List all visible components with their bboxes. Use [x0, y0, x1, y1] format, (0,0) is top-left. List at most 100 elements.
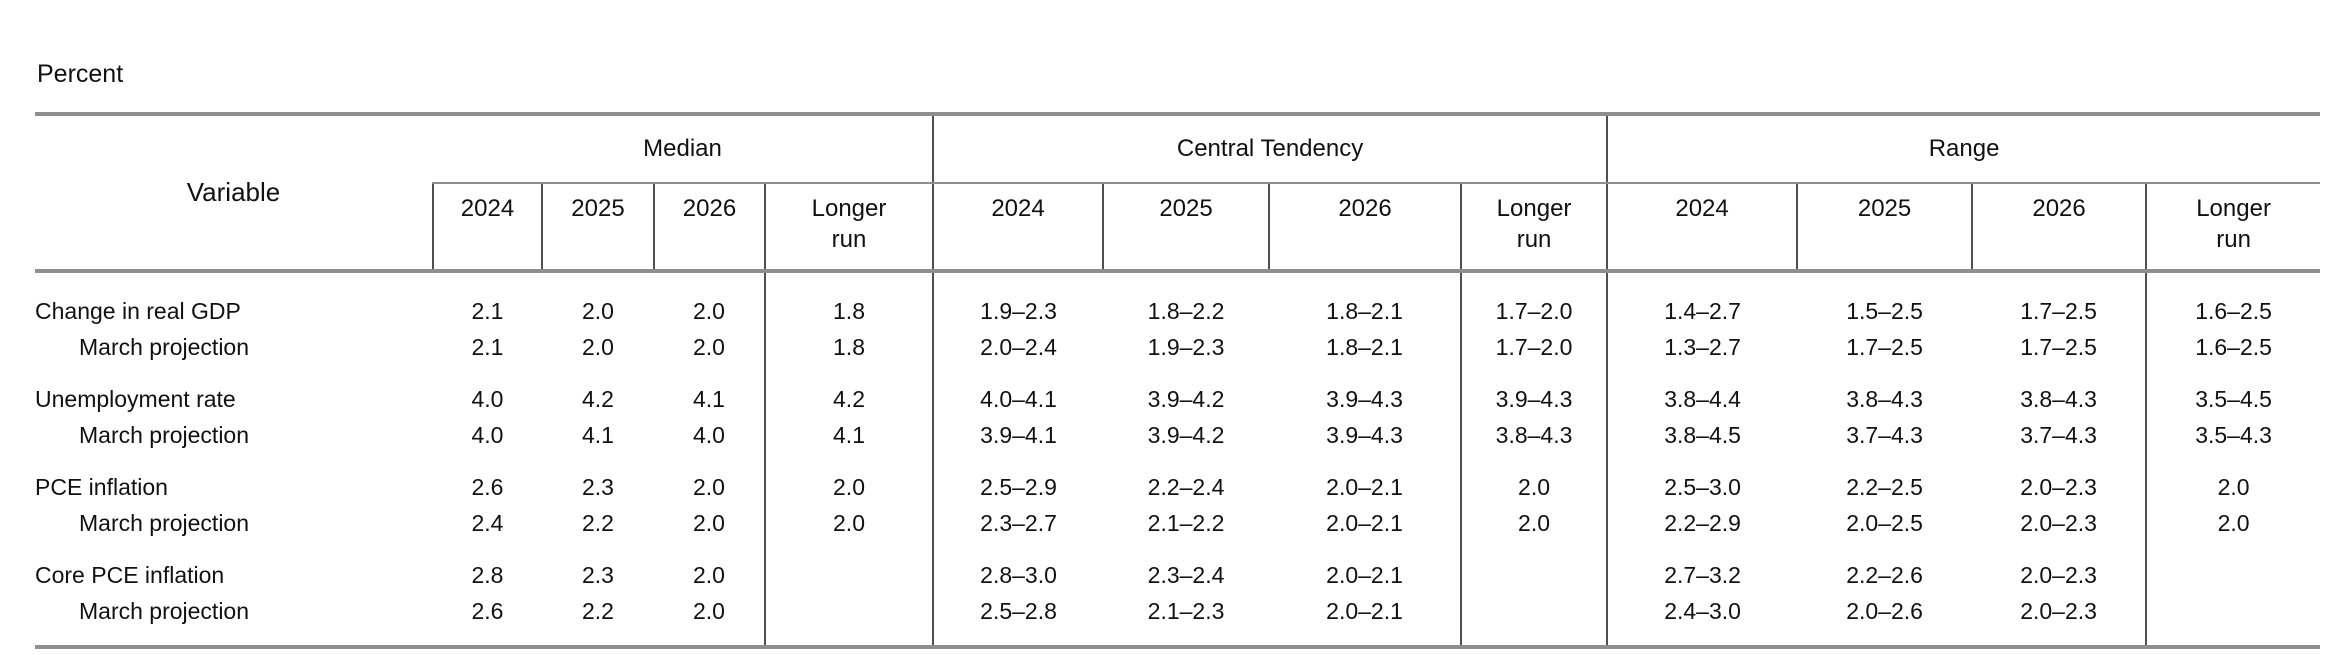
range-value-cell: 3.8–4.3	[1846, 386, 1923, 412]
range-value-cell: 2.0–2.3	[2020, 562, 2097, 588]
year-header-cell: 2026	[1268, 183, 1462, 273]
year-header-cell: 2025	[1796, 183, 1973, 273]
range-value-cell: 2.0–2.3	[2020, 598, 2097, 624]
range-value-cell: 3.7–4.3	[1846, 422, 1923, 448]
central-tendency-longer-run-cell	[1460, 593, 1608, 629]
variable-cell: Core PCE inflation	[35, 562, 225, 588]
central-tendency-value-cell: 3.9–4.3	[1326, 386, 1403, 412]
central-tendency-value-cell: 2.0–2.1	[1326, 562, 1403, 588]
median-longer-run-cell: 1.8	[763, 329, 934, 365]
range-value-cell: 3.7–4.3	[2020, 422, 2097, 448]
central-tendency-value-cell: 2.0–2.1	[1326, 598, 1403, 624]
central-tendency-value-cell: 1.9–2.3	[1147, 334, 1225, 360]
median-value-cell: 2.2	[582, 598, 614, 624]
range-longer-run-cell: 2.0	[2145, 505, 2321, 541]
range-value-cell: 2.0–2.3	[2020, 510, 2097, 536]
year-header-cell: 2026	[653, 183, 765, 273]
longer-run-label: Longer run	[811, 195, 887, 253]
year-header-cell: 2024	[932, 183, 1104, 273]
median-value-cell: 2.0	[693, 598, 725, 624]
central-tendency-longer-run-cell: 3.8–4.3	[1460, 417, 1608, 453]
longer-run-label: Longer run	[1496, 195, 1572, 253]
year-header-cell: 2025	[1102, 183, 1270, 273]
year-header-cell-longer-run: Longer run	[763, 183, 934, 273]
range-longer-run-cell: 1.6–2.5	[2145, 293, 2321, 329]
central-tendency-value-cell: 2.3–2.4	[1147, 562, 1225, 588]
table-row-core-pce-inflation: Core PCE inflation 2.8 2.3 2.0 2.8–3.0 2…	[35, 557, 2321, 593]
median-value-cell: 2.0	[693, 334, 725, 360]
table-row-march-projection: March projection 4.0 4.1 4.0 4.1 3.9–4.1…	[35, 417, 2321, 453]
variable-cell: Change in real GDP	[35, 298, 241, 324]
central-tendency-value-cell: 2.0–2.4	[932, 329, 1104, 365]
central-tendency-value-cell: 3.9–4.1	[932, 417, 1104, 453]
group-header-central-tendency: Central Tendency	[932, 112, 1608, 184]
range-value-cell: 1.7–2.5	[2020, 334, 2097, 360]
median-longer-run-cell	[763, 593, 934, 629]
table-row-unemployment-rate: Unemployment rate 4.0 4.2 4.1 4.2 4.0–4.…	[35, 381, 2321, 417]
range-value-cell: 2.7–3.2	[1606, 557, 1798, 593]
table-row-march-projection: March projection 2.4 2.2 2.0 2.0 2.3–2.7…	[35, 505, 2321, 541]
central-tendency-value-cell: 1.8–2.1	[1326, 298, 1403, 324]
range-value-cell: 3.8–4.4	[1606, 381, 1798, 417]
median-longer-run-cell	[763, 557, 934, 593]
central-tendency-value-cell: 2.8–3.0	[932, 557, 1104, 593]
group-header-row: Variable Median Central Tendency Range	[35, 112, 2321, 273]
median-longer-run-cell: 1.8	[763, 293, 934, 329]
variable-cell: March projection	[79, 422, 250, 448]
central-tendency-value-cell: 2.0–2.1	[1326, 474, 1403, 500]
central-tendency-value-cell: 1.9–2.3	[932, 293, 1104, 329]
range-value-cell: 2.2–2.6	[1846, 562, 1923, 588]
year-header-cell-longer-run: Longer run	[1460, 183, 1608, 273]
central-tendency-value-cell: 2.1–2.3	[1147, 598, 1225, 624]
median-value-cell: 4.0	[471, 386, 504, 412]
central-tendency-longer-run-cell: 1.7–2.0	[1460, 293, 1608, 329]
median-value-cell: 4.0	[471, 422, 504, 448]
variable-cell: Unemployment rate	[35, 386, 236, 412]
range-value-cell: 2.0–2.6	[1846, 598, 1923, 624]
range-value-cell: 1.7–2.5	[1846, 334, 1923, 360]
range-value-cell: 2.2–2.9	[1606, 505, 1798, 541]
central-tendency-value-cell: 3.9–4.2	[1147, 422, 1225, 448]
median-value-cell: 2.0	[582, 334, 614, 360]
median-value-cell: 2.1	[471, 334, 504, 360]
range-value-cell: 2.4–3.0	[1606, 593, 1798, 629]
year-header-cell: 2025	[541, 183, 654, 273]
median-value-cell: 2.2	[582, 510, 614, 536]
variable-cell: March projection	[79, 510, 250, 536]
central-tendency-value-cell: 1.8–2.1	[1326, 334, 1403, 360]
range-longer-run-cell: 3.5–4.5	[2145, 381, 2321, 417]
range-value-cell: 3.8–4.5	[1606, 417, 1798, 453]
spacer-row	[35, 453, 2321, 469]
range-value-cell: 2.0–2.5	[1846, 510, 1923, 536]
central-tendency-value-cell: 2.1–2.2	[1147, 510, 1225, 536]
median-value-cell: 4.2	[582, 386, 614, 412]
year-header-cell: 2024	[1606, 183, 1798, 273]
median-value-cell: 2.0	[693, 298, 725, 324]
median-value-cell: 4.1	[582, 422, 614, 448]
central-tendency-longer-run-cell: 1.7–2.0	[1460, 329, 1608, 365]
median-value-cell: 2.6	[471, 474, 504, 500]
central-tendency-value-cell: 2.5–2.9	[932, 469, 1104, 505]
central-tendency-value-cell: 2.2–2.4	[1147, 474, 1225, 500]
median-longer-run-cell: 4.2	[763, 381, 934, 417]
spacer-row	[35, 629, 2321, 649]
year-header-cell: 2024	[432, 183, 542, 273]
central-tendency-longer-run-cell	[1460, 557, 1608, 593]
range-value-cell: 3.8–4.3	[2020, 386, 2097, 412]
variable-header-cell: Variable	[35, 112, 433, 273]
central-tendency-value-cell: 4.0–4.1	[932, 381, 1104, 417]
percent-unit-label: Percent	[37, 60, 124, 88]
range-longer-run-cell: 1.6–2.5	[2145, 329, 2321, 365]
table-row-change-in-real-gdp: Change in real GDP 2.1 2.0 2.0 1.8 1.9–2…	[35, 293, 2321, 329]
range-value-cell: 1.4–2.7	[1606, 293, 1798, 329]
table-row-march-projection: March projection 2.6 2.2 2.0 2.5–2.8 2.1…	[35, 593, 2321, 629]
median-value-cell: 2.0	[693, 562, 725, 588]
range-value-cell: 1.5–2.5	[1846, 298, 1923, 324]
median-value-cell: 2.6	[471, 598, 504, 624]
table-row-march-projection: March projection 2.1 2.0 2.0 1.8 2.0–2.4…	[35, 329, 2321, 365]
year-header-cell: 2026	[1971, 183, 2147, 273]
median-longer-run-cell: 2.0	[763, 505, 934, 541]
range-value-cell: 2.2–2.5	[1846, 474, 1923, 500]
median-value-cell: 2.3	[582, 474, 614, 500]
